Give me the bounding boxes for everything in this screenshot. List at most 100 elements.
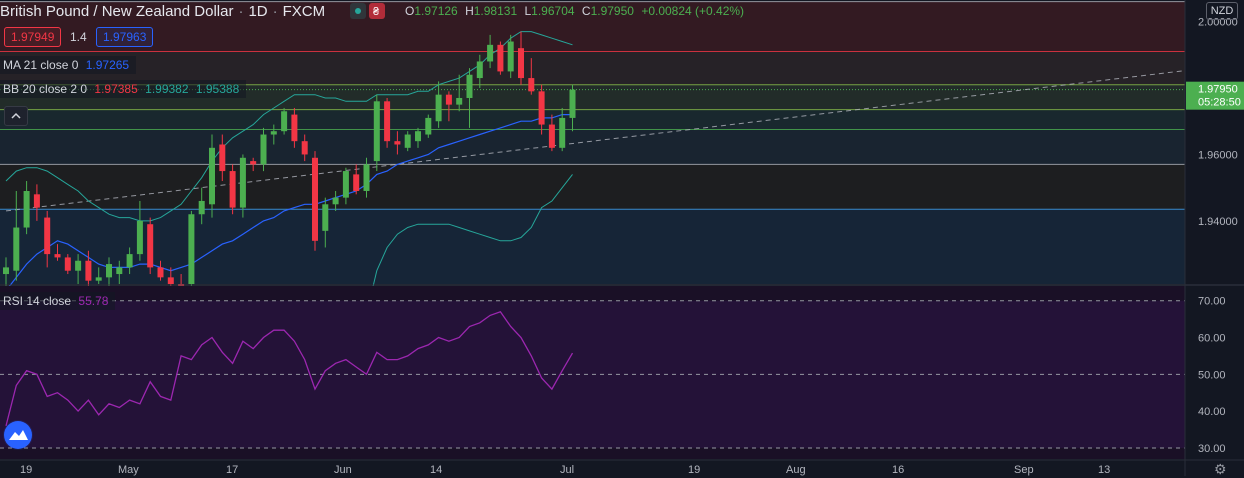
time-tick-label: 16	[892, 464, 904, 476]
close-label: C	[581, 4, 591, 18]
price-tick-label: 1.94000	[1198, 216, 1238, 228]
bb-lower-value: 1.95388	[195, 82, 240, 96]
tradingview-logo-icon[interactable]	[3, 420, 33, 450]
candle-body	[559, 117, 566, 148]
price-zone	[0, 129, 1185, 165]
buy-button[interactable]: 1.97963	[96, 27, 154, 47]
time-tick-label: 17	[226, 464, 238, 476]
close-value: 1.97950	[590, 4, 634, 18]
current-price-tag	[1186, 81, 1244, 110]
rsi-line	[5, 311, 574, 427]
bb-upper-value: 1.99382	[145, 82, 189, 96]
candle-body	[188, 214, 195, 284]
candle-body	[281, 111, 288, 132]
ma-label: MA 21 close 0	[3, 58, 79, 72]
ma-value: 1.97265	[85, 58, 130, 72]
open-value: 1.97126	[414, 4, 458, 18]
time-tick-label: 13	[1098, 464, 1110, 476]
low-value: 1.96704	[531, 4, 575, 18]
candle-body	[198, 200, 205, 215]
rsi-tick-label: 50.00	[1198, 369, 1226, 381]
candle-body	[456, 97, 463, 105]
candle-body	[425, 117, 432, 135]
candle-body	[435, 94, 442, 122]
candle-body	[322, 204, 329, 231]
spread-value: 1.4	[70, 30, 87, 44]
candle-body	[250, 161, 257, 165]
ma-legend[interactable]: MA 21 close 0 1.97265	[0, 56, 137, 74]
rsi-value: 55.78	[78, 294, 109, 308]
candle-body	[353, 174, 360, 191]
candle-body	[384, 101, 391, 142]
candle-body	[239, 157, 246, 208]
candle-body	[3, 267, 9, 275]
candle-body	[312, 157, 318, 241]
candle-body	[301, 141, 308, 155]
candle-body	[64, 257, 71, 271]
collapse-legend-button[interactable]	[4, 106, 28, 126]
bb-label: BB 20 close 2 0	[3, 82, 88, 96]
separator-dot: ·	[272, 2, 278, 20]
time-tick-label: Jul	[560, 464, 574, 476]
time-tick-label: 19	[20, 464, 32, 476]
time-tick-label: Jun	[334, 464, 352, 476]
trend-line	[5, 63, 1244, 212]
rsi-legend[interactable]: RSI 14 close 55.78	[0, 292, 116, 310]
candle-body	[147, 224, 154, 268]
price-tick-label: 1.96000	[1198, 149, 1238, 161]
candle-body	[528, 78, 535, 92]
price-axis-bg	[1185, 0, 1244, 476]
candle-body	[44, 217, 51, 255]
eye-icon[interactable]	[350, 3, 366, 19]
rsi-tick-label: 30.00	[1198, 443, 1226, 455]
candle-body	[373, 101, 380, 162]
candle-body	[497, 44, 504, 72]
candle-body	[116, 267, 123, 275]
candle-body	[538, 91, 545, 125]
price-zone	[0, 164, 1185, 210]
rsi-tick-label: 40.00	[1198, 406, 1226, 418]
bb-basis-value: 1.97385	[94, 82, 138, 96]
time-tick-label: Aug	[786, 464, 806, 476]
time-tick-label: May	[118, 464, 139, 476]
candle-body	[404, 134, 411, 148]
ma-line	[5, 114, 573, 291]
candle-body	[106, 264, 112, 278]
currency-badge[interactable]: NZD	[1206, 2, 1238, 20]
candle-body	[415, 131, 421, 142]
candle-body	[219, 144, 226, 172]
candle-body	[33, 194, 40, 208]
candle-body	[85, 260, 92, 281]
candle-body	[178, 284, 185, 288]
candle-body	[136, 220, 143, 255]
separator-dot: ·	[238, 2, 244, 20]
bb-legend[interactable]: BB 20 close 2 0 1.97385 1.99382 1.95388	[0, 80, 247, 98]
price-zone	[0, 209, 1185, 284]
sell-button[interactable]: 1.97949	[4, 27, 62, 47]
current-price-label: 1.97950	[1198, 84, 1238, 96]
rsi-tick-label: 70.00	[1198, 296, 1226, 308]
low-label: L	[524, 4, 532, 18]
exchange-label: FXCM	[282, 2, 326, 20]
candle-body	[569, 89, 576, 118]
high-label: H	[465, 4, 474, 18]
candle-body	[476, 61, 483, 79]
candle-body	[229, 171, 236, 208]
rsi-pane	[0, 286, 1185, 459]
candle-body	[394, 141, 401, 145]
high-value: 1.98131	[473, 4, 518, 18]
candle-body	[332, 197, 339, 205]
sell-price: 1.97949	[11, 30, 55, 44]
interval-label[interactable]: 1D	[248, 2, 268, 20]
time-tick-label: Sep	[1014, 464, 1034, 476]
countdown-label: 05:28:50	[1198, 97, 1241, 109]
currency-toggle-icon[interactable]: ₴	[369, 3, 385, 19]
symbol-header: British Pound / New Zealand Dollar · 1D …	[0, 0, 325, 22]
candle-body	[548, 124, 555, 148]
price-zone	[0, 1, 1185, 52]
gear-icon[interactable]: ⚙	[1214, 461, 1227, 477]
symbol-title[interactable]: British Pound / New Zealand Dollar	[0, 2, 234, 20]
change-value: +0.00824 (+0.42%)	[641, 4, 745, 18]
candle-body	[518, 48, 524, 79]
